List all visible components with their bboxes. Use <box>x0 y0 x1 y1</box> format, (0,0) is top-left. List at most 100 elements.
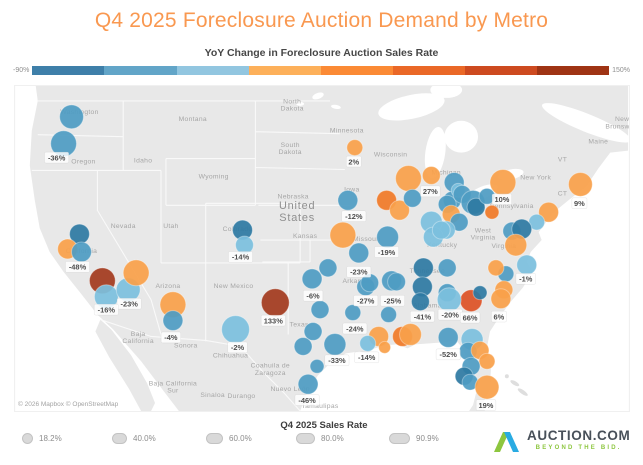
bubble-label-bg <box>410 310 435 323</box>
island <box>504 374 509 379</box>
bubble-label-bg <box>341 210 367 222</box>
size-legend-symbol <box>296 433 315 444</box>
map-bubble[interactable] <box>412 257 434 279</box>
size-legend-item: 40.0% <box>112 433 156 444</box>
map-bubble[interactable] <box>309 358 325 374</box>
map-bubble[interactable] <box>376 225 400 249</box>
bubble-label: -52% <box>440 350 458 359</box>
bubble-label-bg <box>420 185 441 198</box>
lake <box>296 101 305 106</box>
map-bubble[interactable] <box>516 254 538 276</box>
map-bubble[interactable] <box>346 139 364 157</box>
map-bubble[interactable] <box>301 268 323 290</box>
bubble-label-bg <box>460 311 481 324</box>
state-label: Missouri <box>353 236 381 243</box>
color-legend-title: YoY Change in Foreclosure Auction Sales … <box>204 47 439 59</box>
state-label: Maine <box>588 139 608 146</box>
bubble-label-bg <box>116 297 142 310</box>
bubble-label-bg <box>93 303 119 316</box>
bubble-map[interactable]: WashingtonOregonIdahoMontanaNorthDakotaS… <box>15 82 639 412</box>
bubble-label-bg <box>324 354 350 367</box>
map-bubble[interactable] <box>221 315 250 344</box>
map-bubble[interactable] <box>387 272 406 292</box>
map-bubble[interactable] <box>395 165 422 192</box>
state-label: Arkansas <box>343 278 374 285</box>
map-bubble[interactable] <box>399 323 422 346</box>
map-bubble[interactable] <box>297 373 319 395</box>
bubble-label-bg <box>44 151 70 164</box>
state-label: New Mexico <box>214 283 254 290</box>
map-bubble[interactable] <box>348 242 370 264</box>
map-bubble[interactable] <box>260 288 290 318</box>
map-bubble[interactable] <box>437 327 459 348</box>
bubble-label: -24% <box>346 324 364 333</box>
island <box>517 388 528 396</box>
bubble-label: 10% <box>494 195 509 204</box>
map-bubble[interactable] <box>484 204 500 220</box>
state-label: Dakota <box>281 105 304 112</box>
colorbar-segment <box>537 65 610 75</box>
map-bubble[interactable] <box>337 189 359 211</box>
auction-logo[interactable]: AUCTION.COM BEYOND THE BID. <box>492 421 637 459</box>
bubble-label: -6% <box>306 291 320 300</box>
map-bubble[interactable] <box>359 334 377 352</box>
map-bubble[interactable] <box>329 221 357 249</box>
bubble-label: 2% <box>348 157 359 166</box>
map-bubble[interactable] <box>489 168 517 196</box>
map-bubble[interactable] <box>567 171 593 197</box>
map-bubble[interactable] <box>318 258 338 278</box>
bubble-label-bg <box>353 294 379 307</box>
map-canvas[interactable]: WashingtonOregonIdahoMontanaNorthDakotaS… <box>14 82 639 412</box>
map-bubble[interactable] <box>466 197 486 217</box>
bubble-label: 133% <box>264 316 283 325</box>
lake <box>424 126 446 179</box>
map-bubble[interactable] <box>437 258 457 278</box>
map-bubble[interactable] <box>431 220 451 240</box>
colorbar-segments <box>32 65 610 75</box>
bubble-label: -1% <box>519 275 533 284</box>
map-bubble[interactable] <box>436 287 462 313</box>
map-bubble[interactable] <box>162 310 184 331</box>
map-bubble[interactable] <box>478 352 496 370</box>
state-label: California <box>122 338 154 345</box>
map-bubble[interactable] <box>487 259 505 277</box>
map-bubble[interactable] <box>474 374 500 400</box>
state-label: Tamaulipas <box>301 403 338 410</box>
map-bubble[interactable] <box>504 233 528 257</box>
state-label: Nevada <box>111 223 136 230</box>
state-label: VT <box>558 157 567 164</box>
map-bubble[interactable] <box>389 199 410 221</box>
map-bubble[interactable] <box>378 340 392 354</box>
bubble-label: -25% <box>384 296 402 305</box>
map-bubble[interactable] <box>490 288 512 310</box>
colorbar-segment <box>320 65 393 75</box>
bubble-label: -14% <box>358 353 376 362</box>
map-bubble[interactable] <box>310 300 330 320</box>
bubble-label-bg <box>302 289 324 302</box>
bubble-label-bg <box>227 341 248 354</box>
baja-peninsula <box>95 319 156 411</box>
size-legend-symbol <box>206 433 223 444</box>
map-bubble[interactable] <box>303 322 323 341</box>
bubble-label-bg <box>491 193 512 206</box>
state-label: Coahuila de <box>251 363 290 370</box>
bubble-label-bg <box>294 394 320 406</box>
map-bubble[interactable] <box>410 292 430 312</box>
map-bubble[interactable] <box>344 304 362 322</box>
map-bubble[interactable] <box>538 201 560 223</box>
bubble-label-bg <box>65 261 90 273</box>
bubble-label-bg <box>491 310 507 323</box>
map-bubble[interactable] <box>323 332 347 356</box>
bubble-label-bg <box>435 348 461 361</box>
map-bubble[interactable] <box>421 166 441 185</box>
map-bubble[interactable] <box>293 336 313 356</box>
map-bubble[interactable] <box>59 104 84 130</box>
map-bubble[interactable] <box>472 285 488 301</box>
bubble-label-bg <box>228 251 253 263</box>
map-bubble[interactable] <box>122 259 150 287</box>
map-bubble[interactable] <box>380 306 398 324</box>
map-bubble[interactable] <box>71 241 92 263</box>
map-bubble[interactable] <box>403 188 422 208</box>
logo-tagline-text: BEYOND THE BID. <box>535 445 622 451</box>
